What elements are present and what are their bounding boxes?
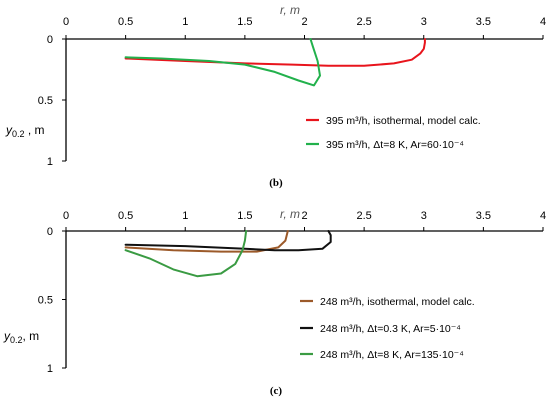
panel-2-legend-label-3: 248 m³/h, Δt=8 K, Ar=135·10⁻⁴ xyxy=(320,349,464,361)
panel-1-x-tick-label: 2.5 xyxy=(356,16,371,28)
panel-2-y-axis-title: y0.2, m xyxy=(3,329,39,345)
panel-2-y-tick-label: 0 xyxy=(47,226,53,238)
panel-1-legend-label-1: 395 m³/h, isothermal, model calc. xyxy=(326,115,481,127)
panel-1-x-tick-label: 0.5 xyxy=(118,16,133,28)
panel-1-legend-label-2: 395 m³/h, Δt=8 K, Ar=60·10⁻⁴ xyxy=(326,139,464,151)
panel-1-series-2-line xyxy=(124,38,321,87)
panel-1-x-tick-label: 2 xyxy=(301,16,307,28)
panel-2-legend-label-1: 248 m³/h, isothermal, model calc. xyxy=(320,296,475,308)
panel-2-x-axis-title: r, m xyxy=(280,207,300,221)
panel-1-y-tick-label: 0 xyxy=(47,34,53,46)
panel-2-x-tick-label: 1.5 xyxy=(237,210,252,222)
panel-1-x-axis-title: r, m xyxy=(280,3,300,17)
panel-1-y-tick-label: 1 xyxy=(47,156,53,168)
panel-2-x-tick-label: 4 xyxy=(540,210,546,222)
panel-1-y-axis-title: y0.2 , m xyxy=(5,123,45,139)
panel-1-x-tick-label: 0 xyxy=(63,16,69,28)
panel-2-x-tick-label: 2 xyxy=(301,210,307,222)
panel-2-y-tick-label: 0.5 xyxy=(38,295,53,307)
panel-2-x-tick-label: 3.5 xyxy=(476,210,491,222)
panel-2-x-tick-label: 1 xyxy=(182,210,188,222)
panel-1-x-tick-label: 3.5 xyxy=(476,16,491,28)
panel-1-x-tick-label: 3 xyxy=(421,16,427,28)
panel-2-x-tick-label: 2.5 xyxy=(356,210,371,222)
panel-2-y-tick-label: 1 xyxy=(47,363,53,375)
panel-2-x-tick-label: 0.5 xyxy=(118,210,133,222)
panel-2-panel-label: (c) xyxy=(270,385,283,397)
panel-2-x-tick-label: 3 xyxy=(421,210,427,222)
panel-2-series-1-line xyxy=(124,230,289,253)
panel-2-legend-label-2: 248 m³/h, Δt=0.3 K, Ar=5·10⁻⁴ xyxy=(320,323,461,335)
panel-1-series-1-line xyxy=(124,38,426,67)
panel-2-series-2-line xyxy=(124,230,332,252)
panel-1-panel-label: (b) xyxy=(269,177,283,189)
panel-1-x-tick-label: 4 xyxy=(540,16,546,28)
panel-1-x-tick-label: 1 xyxy=(182,16,188,28)
panel-1-x-tick-label: 1.5 xyxy=(237,16,252,28)
panel-1-y-tick-label: 0.5 xyxy=(38,95,53,107)
panel-2-x-tick-label: 0 xyxy=(63,210,69,222)
panel-2-series-3-line xyxy=(124,230,248,278)
